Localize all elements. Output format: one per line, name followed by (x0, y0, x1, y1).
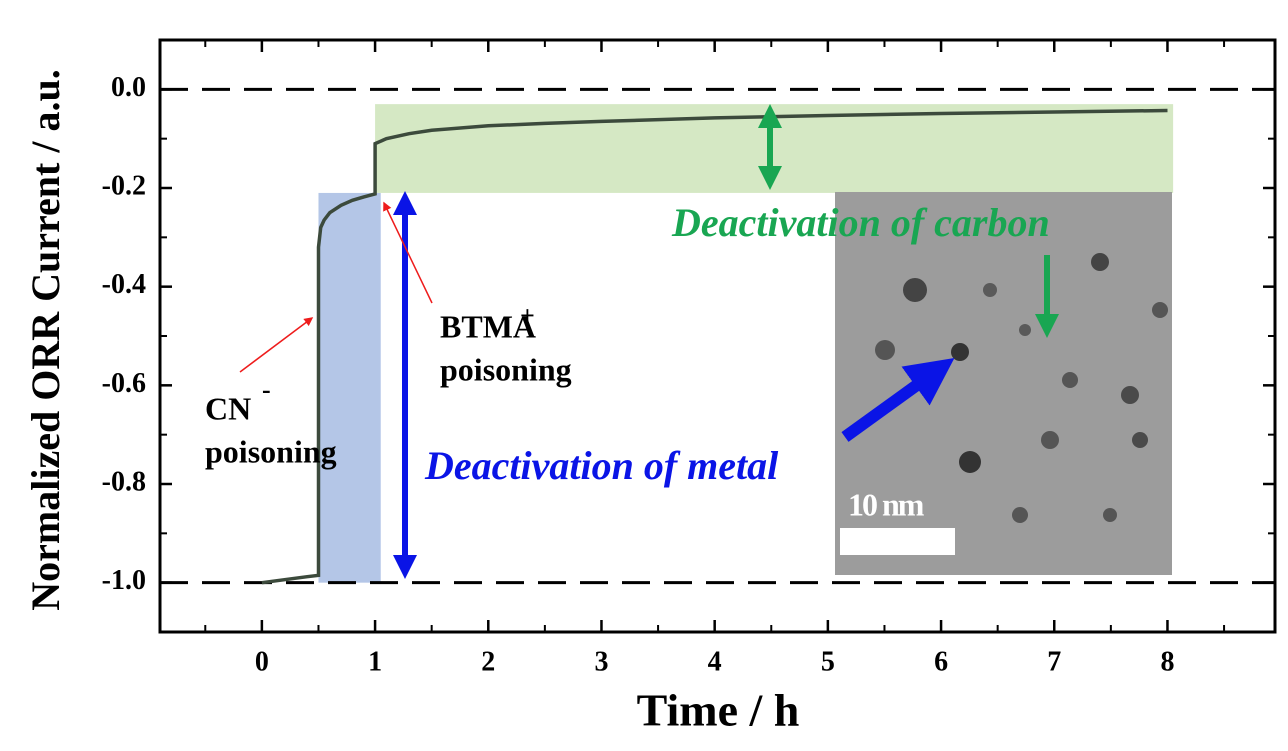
annotation: 10 nm (848, 486, 925, 522)
annotation: CN (205, 390, 251, 426)
y-tick-label: -0.8 (102, 466, 146, 497)
annotation: Deactivation of metal (424, 443, 779, 488)
annotation: poisoning (205, 433, 337, 469)
annotation: - (262, 375, 271, 404)
x-tick-label: 2 (481, 646, 495, 677)
x-tick-label: 4 (708, 646, 722, 677)
arrows (239, 104, 1059, 579)
y-tick-label: -1.0 (102, 565, 146, 596)
annotation: Deactivation of carbon (671, 200, 1050, 245)
x-tick-label: 3 (594, 646, 608, 677)
x-tick-label: 6 (934, 646, 948, 677)
x-tick-label: 5 (821, 646, 835, 677)
y-axis-label: Normalized ORR Current / a.u. (23, 69, 68, 610)
x-axis-label: Time / h (637, 685, 800, 736)
shaded-region (318, 192, 381, 583)
x-tick-label: 8 (1160, 646, 1174, 677)
y-tick-label: 0.0 (111, 72, 146, 103)
annotation: + (520, 301, 535, 330)
y-tick-label: -0.4 (102, 269, 146, 300)
x-tick-label: 0 (255, 646, 269, 677)
tem-inset (835, 192, 1172, 575)
data-line (261, 108, 1168, 585)
axes-frame (158, 38, 1277, 634)
annotation: poisoning (440, 351, 572, 387)
x-tick-label: 7 (1047, 646, 1061, 677)
x-tick-label: 1 (368, 646, 382, 677)
y-tick-label: -0.2 (102, 170, 146, 201)
y-tick-label: -0.6 (102, 368, 146, 399)
annotation: BTMA (440, 308, 536, 344)
